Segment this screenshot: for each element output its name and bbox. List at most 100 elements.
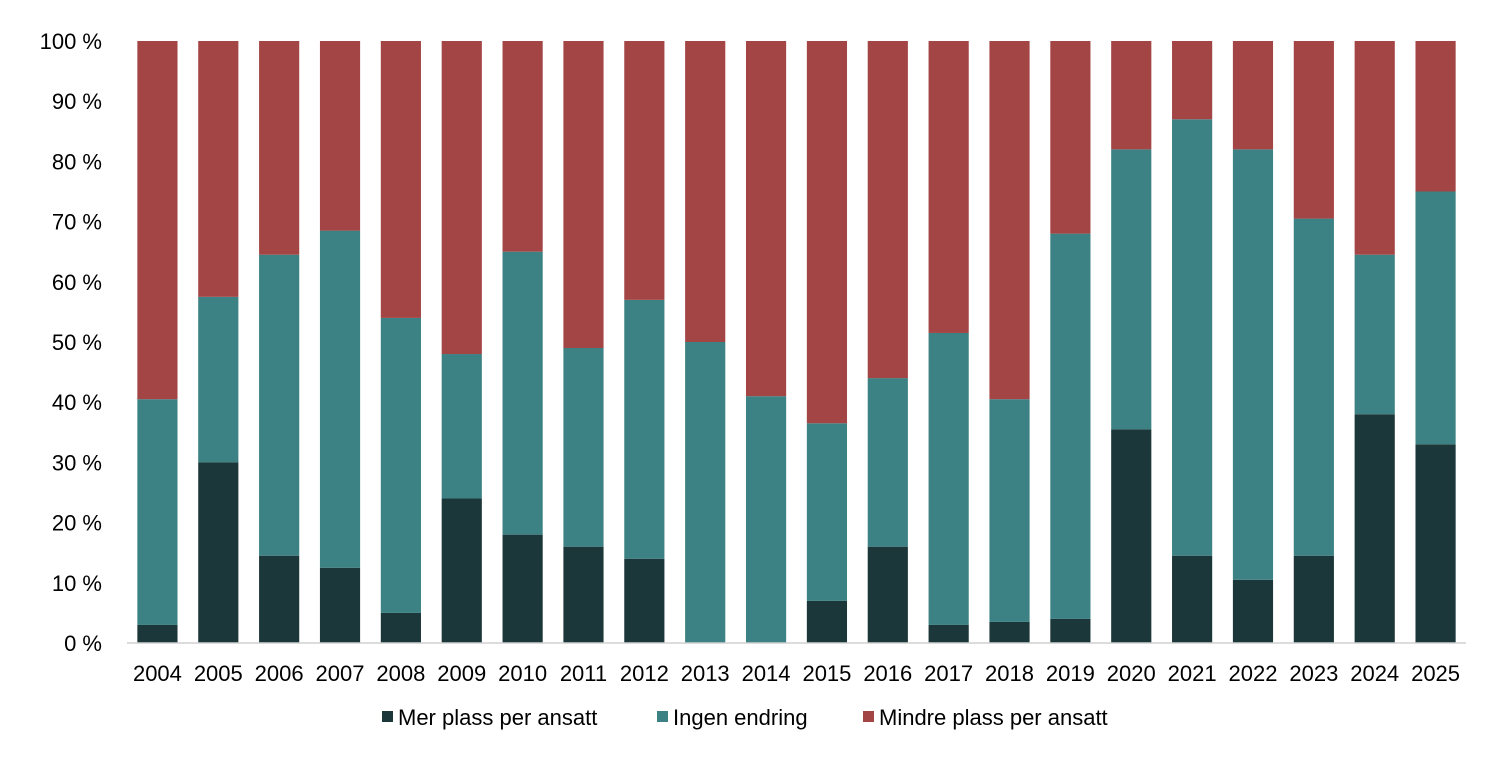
legend: Mer plass per ansatt Ingen endring Mindre … bbox=[382, 705, 1108, 730]
bar-segment bbox=[1293, 218, 1334, 556]
bar-segment bbox=[1232, 149, 1274, 580]
bar-segment bbox=[624, 299, 665, 559]
bar-segment bbox=[685, 342, 726, 643]
bar-segment bbox=[137, 41, 178, 400]
y-tick-label: 90 % bbox=[52, 89, 102, 114]
bar-segment bbox=[198, 462, 239, 643]
bar-segment bbox=[563, 546, 604, 643]
x-tick-label: 2004 bbox=[133, 661, 182, 686]
x-tick-label: 2005 bbox=[194, 661, 243, 686]
bar-segment bbox=[563, 41, 604, 349]
x-tick-label: 2012 bbox=[620, 661, 669, 686]
x-tick-label: 2015 bbox=[802, 661, 851, 686]
bar-segment bbox=[1172, 555, 1213, 643]
bar-segment bbox=[319, 230, 361, 568]
bars bbox=[137, 41, 1456, 643]
y-tick-label: 60 % bbox=[52, 270, 102, 295]
bar-segment bbox=[867, 41, 908, 379]
bar-segment bbox=[928, 332, 969, 625]
y-tick-label: 0 % bbox=[64, 631, 102, 656]
bar-segment bbox=[1111, 41, 1152, 150]
bar-segment bbox=[989, 41, 1030, 400]
bar-segment bbox=[685, 41, 726, 342]
x-tick-label: 2007 bbox=[316, 661, 365, 686]
bar-segment bbox=[624, 41, 665, 300]
bar-segment bbox=[867, 378, 908, 547]
x-tick-label: 2020 bbox=[1107, 661, 1156, 686]
bar-segment bbox=[1354, 414, 1395, 643]
bar-segment bbox=[198, 296, 239, 463]
bar-segment bbox=[502, 534, 543, 643]
x-tick-label: 2024 bbox=[1350, 661, 1399, 686]
bar-segment bbox=[867, 546, 908, 643]
x-tick-label: 2021 bbox=[1168, 661, 1217, 686]
bar-segment bbox=[1050, 618, 1091, 643]
bar-segment bbox=[502, 41, 543, 252]
bar-segment bbox=[806, 423, 848, 601]
bar-segment bbox=[1293, 555, 1334, 643]
bar-segment bbox=[1354, 254, 1395, 415]
bar-segment bbox=[806, 41, 848, 424]
bar-segment bbox=[137, 624, 178, 643]
bar-segment bbox=[441, 498, 482, 643]
x-tick-label: 2006 bbox=[255, 661, 304, 686]
x-tick-label: 2008 bbox=[376, 661, 425, 686]
bar-segment bbox=[1415, 41, 1456, 192]
x-tick-label: 2018 bbox=[985, 661, 1034, 686]
bar-segment bbox=[259, 555, 300, 643]
bar-segment bbox=[502, 251, 543, 535]
bar-segment bbox=[198, 41, 239, 297]
bar-segment bbox=[745, 41, 787, 397]
x-tick-label: 2017 bbox=[924, 661, 973, 686]
bar-segment bbox=[1354, 41, 1395, 255]
bar-segment bbox=[1415, 444, 1456, 643]
y-tick-label: 40 % bbox=[52, 390, 102, 415]
y-tick-label: 50 % bbox=[52, 330, 102, 355]
bar-segment bbox=[1172, 119, 1213, 556]
x-tick-label: 2022 bbox=[1229, 661, 1278, 686]
bar-segment bbox=[1111, 149, 1152, 430]
bar-segment bbox=[137, 399, 178, 625]
bar-segment bbox=[563, 348, 604, 547]
legend-marker bbox=[863, 711, 874, 722]
bar-segment bbox=[989, 621, 1030, 643]
y-tick-label: 20 % bbox=[52, 511, 102, 536]
legend-label: Mindre plass per ansatt bbox=[879, 705, 1108, 730]
bar-segment bbox=[380, 317, 421, 613]
y-tick-label: 100 % bbox=[40, 29, 102, 54]
legend-marker bbox=[382, 711, 393, 722]
x-tick-label: 2010 bbox=[498, 661, 547, 686]
legend-label: Ingen endring bbox=[673, 705, 808, 730]
bar-segment bbox=[1111, 429, 1152, 643]
legend-marker bbox=[657, 711, 668, 722]
bar-segment bbox=[259, 254, 300, 556]
bar-segment bbox=[1050, 41, 1091, 234]
bar-segment bbox=[989, 399, 1030, 622]
x-axis: 2004 2005 2006 2007 2008 2009 2010 2011 2012 2013… bbox=[133, 661, 1460, 686]
bar-segment bbox=[380, 41, 421, 318]
bar-segment bbox=[380, 612, 421, 643]
x-tick-label: 2019 bbox=[1046, 661, 1095, 686]
bar-segment bbox=[441, 41, 482, 355]
bar-segment bbox=[1232, 579, 1274, 643]
legend-label: Mer plass per ansatt bbox=[398, 705, 597, 730]
x-tick-label: 2013 bbox=[681, 661, 730, 686]
bar-segment bbox=[441, 354, 482, 499]
bar-segment bbox=[745, 396, 787, 643]
x-tick-label: 2016 bbox=[863, 661, 912, 686]
y-tick-label: 80 % bbox=[52, 149, 102, 174]
y-tick-label: 70 % bbox=[52, 210, 102, 235]
x-tick-label: 2014 bbox=[742, 661, 791, 686]
bar-segment bbox=[1172, 41, 1213, 120]
bar-segment bbox=[806, 600, 848, 643]
bar-segment bbox=[259, 41, 300, 255]
y-tick-label: 30 % bbox=[52, 450, 102, 475]
bar-segment bbox=[1050, 233, 1091, 619]
bar-segment bbox=[1232, 41, 1274, 150]
x-tick-label: 2011 bbox=[560, 661, 607, 686]
bar-segment bbox=[1415, 191, 1456, 445]
x-tick-label: 2025 bbox=[1411, 661, 1460, 686]
bar-segment bbox=[1293, 41, 1334, 219]
bar-segment bbox=[624, 558, 665, 643]
